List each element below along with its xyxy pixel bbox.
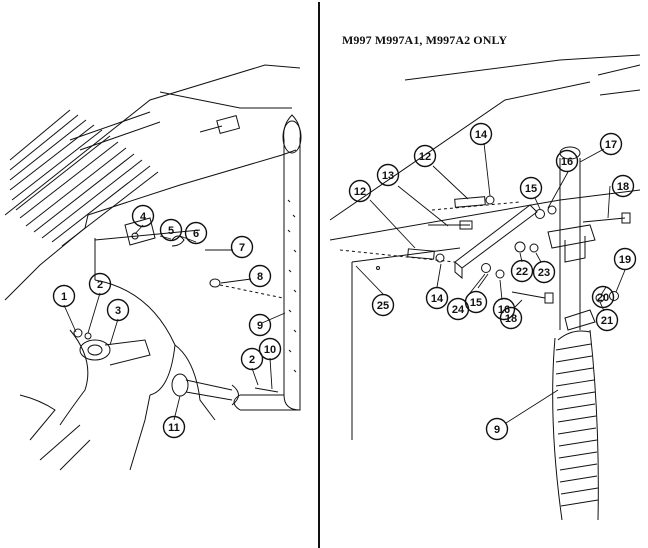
- callout-14: 14: [475, 129, 488, 141]
- callout-7: 7: [239, 242, 245, 254]
- callout-2b: 2: [249, 354, 255, 366]
- left-mount-parts: [73, 217, 284, 406]
- right-vehicle-body: [329, 54, 641, 440]
- left-exhaust-stack: [233, 114, 302, 411]
- callout-14b: 14: [431, 293, 444, 305]
- callout-1: 1: [61, 291, 67, 303]
- callout-13: 13: [382, 170, 394, 182]
- callout-21: 21: [601, 315, 613, 327]
- callout-12: 12: [354, 186, 366, 198]
- callout-4: 4: [140, 211, 147, 223]
- callout-23: 23: [538, 267, 550, 279]
- callout-3: 3: [115, 305, 121, 317]
- callout-16b: 16: [498, 304, 510, 316]
- callout-6: 6: [193, 228, 199, 240]
- callout-18b: 18: [505, 313, 517, 325]
- callout-17: 17: [605, 139, 617, 151]
- callout-19: 19: [619, 254, 631, 266]
- callout-8: 8: [257, 271, 263, 283]
- callout-24: 24: [452, 304, 465, 316]
- callout-12b: 12: [419, 151, 431, 163]
- callout-circles: [52, 122, 637, 441]
- right-exhaust-pipe: [552, 146, 599, 521]
- callout-9: 9: [257, 320, 263, 332]
- right-bracket-hardware: [339, 195, 631, 304]
- callout-16: 16: [561, 156, 573, 168]
- callout-15: 15: [525, 183, 537, 195]
- callout-2: 2: [97, 279, 103, 291]
- callout-11: 11: [168, 422, 180, 434]
- callout-22: 22: [516, 266, 528, 278]
- callout-5: 5: [168, 225, 174, 237]
- callout-25: 25: [377, 300, 389, 312]
- callout-labels: 1 2 3 4 5 6 7 8 9 2 10 11 12 13 14 12 16…: [61, 129, 631, 436]
- callout-20: 20: [597, 292, 609, 304]
- callout-10: 10: [264, 344, 276, 356]
- left-vehicle-body: [4, 64, 301, 471]
- callout-18: 18: [617, 181, 629, 193]
- callout-9b: 9: [494, 424, 500, 436]
- right-panel-title: M997 M997A1, M997A2 ONLY: [342, 33, 508, 47]
- callout-15b: 15: [470, 297, 482, 309]
